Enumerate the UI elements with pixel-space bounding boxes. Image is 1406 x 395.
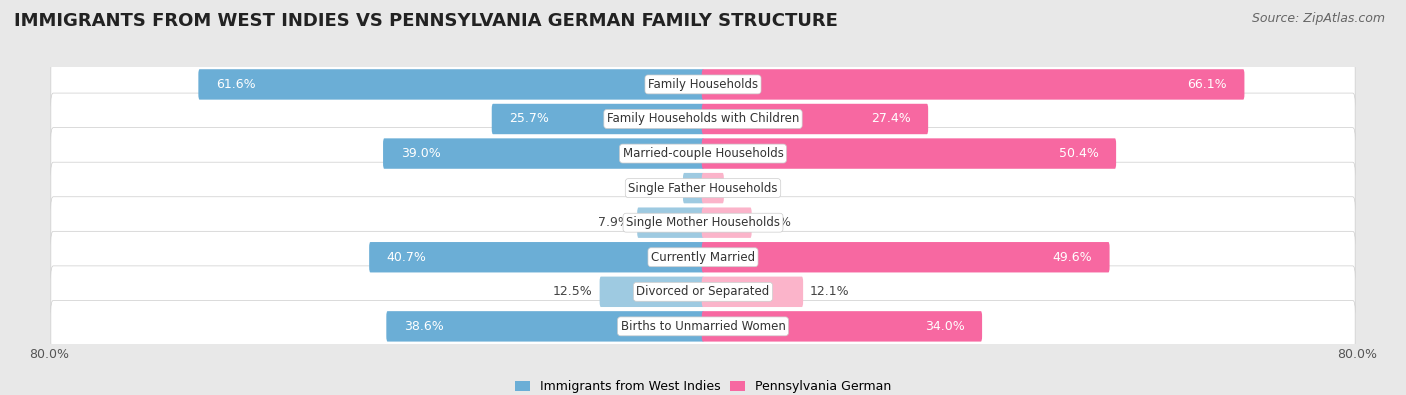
Text: 2.3%: 2.3% xyxy=(644,182,676,195)
Text: Currently Married: Currently Married xyxy=(651,251,755,264)
FancyBboxPatch shape xyxy=(51,231,1355,283)
Legend: Immigrants from West Indies, Pennsylvania German: Immigrants from West Indies, Pennsylvani… xyxy=(509,375,897,395)
FancyBboxPatch shape xyxy=(492,104,704,134)
Text: Divorced or Separated: Divorced or Separated xyxy=(637,285,769,298)
FancyBboxPatch shape xyxy=(51,266,1355,318)
Text: 49.6%: 49.6% xyxy=(1052,251,1092,264)
FancyBboxPatch shape xyxy=(51,93,1355,145)
Text: Births to Unmarried Women: Births to Unmarried Women xyxy=(620,320,786,333)
FancyBboxPatch shape xyxy=(370,242,704,273)
FancyBboxPatch shape xyxy=(702,311,981,342)
Text: Source: ZipAtlas.com: Source: ZipAtlas.com xyxy=(1251,12,1385,25)
Text: 61.6%: 61.6% xyxy=(217,78,256,91)
Text: 25.7%: 25.7% xyxy=(509,113,550,126)
FancyBboxPatch shape xyxy=(51,58,1355,110)
Text: Single Father Households: Single Father Households xyxy=(628,182,778,195)
Text: Family Households: Family Households xyxy=(648,78,758,91)
Text: IMMIGRANTS FROM WEST INDIES VS PENNSYLVANIA GERMAN FAMILY STRUCTURE: IMMIGRANTS FROM WEST INDIES VS PENNSYLVA… xyxy=(14,12,838,30)
FancyBboxPatch shape xyxy=(198,69,704,100)
Text: 2.4%: 2.4% xyxy=(731,182,762,195)
Text: 5.8%: 5.8% xyxy=(759,216,790,229)
Text: 12.5%: 12.5% xyxy=(553,285,593,298)
Text: Married-couple Households: Married-couple Households xyxy=(623,147,783,160)
Text: Family Households with Children: Family Households with Children xyxy=(607,113,799,126)
Text: 66.1%: 66.1% xyxy=(1187,78,1227,91)
FancyBboxPatch shape xyxy=(51,128,1355,179)
Text: 7.9%: 7.9% xyxy=(599,216,630,229)
Text: 50.4%: 50.4% xyxy=(1059,147,1098,160)
FancyBboxPatch shape xyxy=(702,104,928,134)
FancyBboxPatch shape xyxy=(702,173,724,203)
Text: 34.0%: 34.0% xyxy=(925,320,965,333)
FancyBboxPatch shape xyxy=(683,173,704,203)
Text: 39.0%: 39.0% xyxy=(401,147,440,160)
Text: 38.6%: 38.6% xyxy=(404,320,444,333)
Text: 12.1%: 12.1% xyxy=(810,285,849,298)
FancyBboxPatch shape xyxy=(51,197,1355,248)
FancyBboxPatch shape xyxy=(702,69,1244,100)
FancyBboxPatch shape xyxy=(702,276,803,307)
FancyBboxPatch shape xyxy=(702,138,1116,169)
Text: 27.4%: 27.4% xyxy=(870,113,911,126)
FancyBboxPatch shape xyxy=(637,207,704,238)
Text: Single Mother Households: Single Mother Households xyxy=(626,216,780,229)
FancyBboxPatch shape xyxy=(702,207,752,238)
FancyBboxPatch shape xyxy=(51,162,1355,214)
FancyBboxPatch shape xyxy=(382,138,704,169)
FancyBboxPatch shape xyxy=(702,242,1109,273)
Text: 40.7%: 40.7% xyxy=(387,251,426,264)
FancyBboxPatch shape xyxy=(387,311,704,342)
FancyBboxPatch shape xyxy=(51,301,1355,352)
FancyBboxPatch shape xyxy=(599,276,704,307)
